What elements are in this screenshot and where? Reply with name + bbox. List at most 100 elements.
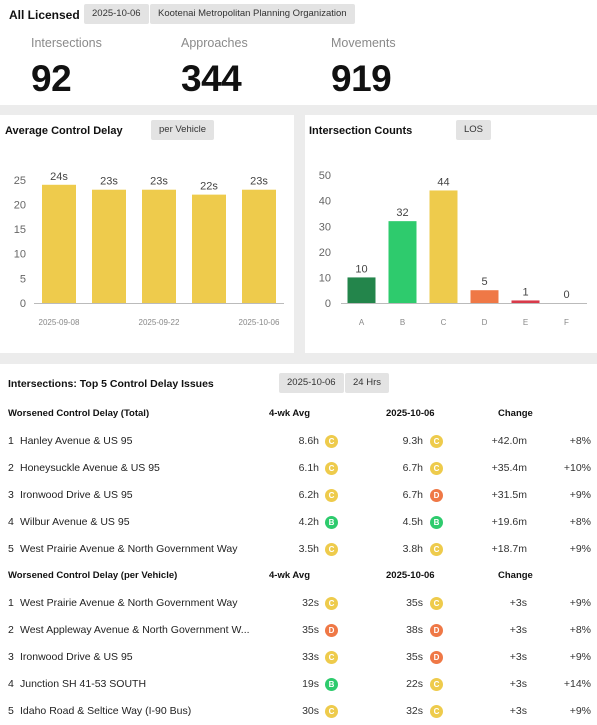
los-badge: C (325, 597, 338, 610)
los-pill[interactable]: LOS (456, 120, 492, 140)
bar-2025-09-29 (192, 194, 226, 303)
los-badge: D (430, 489, 443, 502)
delay-chart-title: Average Control Delay (5, 125, 123, 137)
los-badge: C (325, 705, 338, 718)
intersection-name[interactable]: Wilbur Avenue & US 95 (20, 516, 130, 528)
bar-2025-09-15 (92, 189, 126, 303)
stat-value-approaches: 344 (181, 58, 242, 99)
bar-2025-10-06 (242, 189, 276, 303)
current-value: 35s (406, 651, 423, 663)
intersection-name[interactable]: Honeysuckle Avenue & US 95 (20, 462, 160, 474)
date-pill[interactable]: 2025-10-06 (84, 4, 149, 24)
avg-value: 35s (302, 624, 319, 636)
row-rank: 2 (8, 462, 14, 474)
intersection-name[interactable]: Hanley Avenue & US 95 (20, 435, 133, 447)
los-bar-chart: 0 10 20 30 40 50 10 A 32 B 44 C 5 D 1 E 0 F (319, 170, 587, 327)
data-label: 23s (250, 176, 268, 188)
change-percent: +9% (569, 597, 591, 609)
section-heading: Worsened Control Delay (Total) (8, 408, 150, 419)
issues-date-pill[interactable]: 2025-10-06 (279, 373, 344, 393)
x-tick-label: B (400, 318, 405, 327)
change-percent: +9% (569, 489, 591, 501)
los-badge: C (430, 678, 443, 691)
los-badge: C (325, 462, 338, 475)
intersection-name[interactable]: Ironwood Drive & US 95 (20, 651, 133, 663)
change-value: +3s (509, 678, 527, 690)
data-label: 24s (50, 171, 68, 183)
row-rank: 4 (8, 516, 14, 528)
y-tick-label: 0 (20, 298, 26, 310)
data-label: 0 (563, 289, 569, 301)
change-percent: +9% (569, 543, 591, 555)
data-label: 32 (396, 207, 408, 219)
los-badge: D (430, 651, 443, 664)
current-value: 32s (406, 705, 423, 717)
bar-B (388, 221, 417, 303)
y-tick-label: 10 (319, 272, 331, 284)
intersection-name[interactable]: Junction SH 41-53 SOUTH (20, 678, 147, 690)
current-value: 4.5h (402, 516, 423, 528)
avg-value: 3.5h (298, 543, 319, 555)
section-heading: Worsened Control Delay (per Vehicle) (8, 570, 178, 581)
los-badge: B (325, 678, 338, 691)
avg-value: 33s (302, 651, 319, 663)
change-value: +18.7m (491, 543, 527, 555)
col-header-date: 2025-10-06 (386, 408, 435, 419)
los-badge: C (325, 489, 338, 502)
los-badge: C (430, 435, 443, 448)
col-header-avg: 4-wk Avg (269, 570, 311, 581)
data-label: 23s (100, 176, 118, 188)
change-value: +3s (509, 624, 527, 636)
los-badge: D (430, 624, 443, 637)
change-percent: +8% (569, 516, 591, 528)
intersection-name[interactable]: Ironwood Drive & US 95 (20, 489, 133, 501)
col-header-avg: 4-wk Avg (269, 408, 311, 419)
intersection-name[interactable]: West Appleway Avenue & North Government … (20, 624, 250, 636)
change-percent: +8% (569, 435, 591, 447)
y-tick-label: 5 (20, 273, 26, 285)
data-label: 10 (355, 263, 367, 275)
bar-C (429, 190, 458, 303)
avg-value: 30s (302, 705, 319, 717)
data-label: 44 (437, 176, 449, 188)
bar-E (511, 300, 540, 303)
row-rank: 3 (8, 489, 14, 501)
los-badge: C (325, 651, 338, 664)
x-tick-label: 2025-10-06 (239, 318, 280, 327)
los-badge: C (430, 462, 443, 475)
avg-value: 4.2h (298, 516, 319, 528)
current-value: 22s (406, 678, 423, 690)
change-percent: +8% (569, 624, 591, 636)
los-badge: B (430, 516, 443, 529)
x-tick-label: 2025-09-22 (139, 318, 180, 327)
intersection-name[interactable]: West Prairie Avenue & North Government W… (20, 597, 238, 609)
change-percent: +9% (569, 651, 591, 663)
stat-label-movements: Movements (331, 36, 396, 50)
delay-chart-card: Average Control Delay per Vehicle 0 5 10 15… (0, 115, 294, 353)
los-badge: D (325, 624, 338, 637)
intersection-name[interactable]: Idaho Road & Seltice Way (I-90 Bus) (20, 705, 192, 717)
bar-D (470, 290, 499, 303)
row-rank: 1 (8, 597, 14, 609)
issues-title: Intersections: Top 5 Control Delay Issue… (8, 378, 214, 390)
los-badge: C (325, 543, 338, 556)
change-percent: +14% (563, 678, 591, 690)
change-value: +42.0m (491, 435, 527, 447)
x-tick-label: C (441, 318, 447, 327)
data-label: 5 (481, 276, 487, 288)
bar-A (347, 277, 376, 303)
los-badge: C (430, 597, 443, 610)
issues-range-pill[interactable]: 24 Hrs (345, 373, 389, 393)
org-pill[interactable]: Kootenai Metropolitan Planning Organizat… (150, 4, 355, 24)
intersection-name[interactable]: West Prairie Avenue & North Government W… (20, 543, 238, 555)
change-value: +3s (509, 651, 527, 663)
change-value: +35.4m (491, 462, 527, 474)
per-vehicle-pill[interactable]: per Vehicle (151, 120, 215, 140)
row-rank: 3 (8, 651, 14, 663)
current-value: 3.8h (402, 543, 423, 555)
row-rank: 2 (8, 624, 14, 636)
los-badge: C (325, 435, 338, 448)
los-chart-title: Intersection Counts (309, 125, 413, 137)
current-value: 38s (406, 624, 423, 636)
change-value: +3s (509, 597, 527, 609)
